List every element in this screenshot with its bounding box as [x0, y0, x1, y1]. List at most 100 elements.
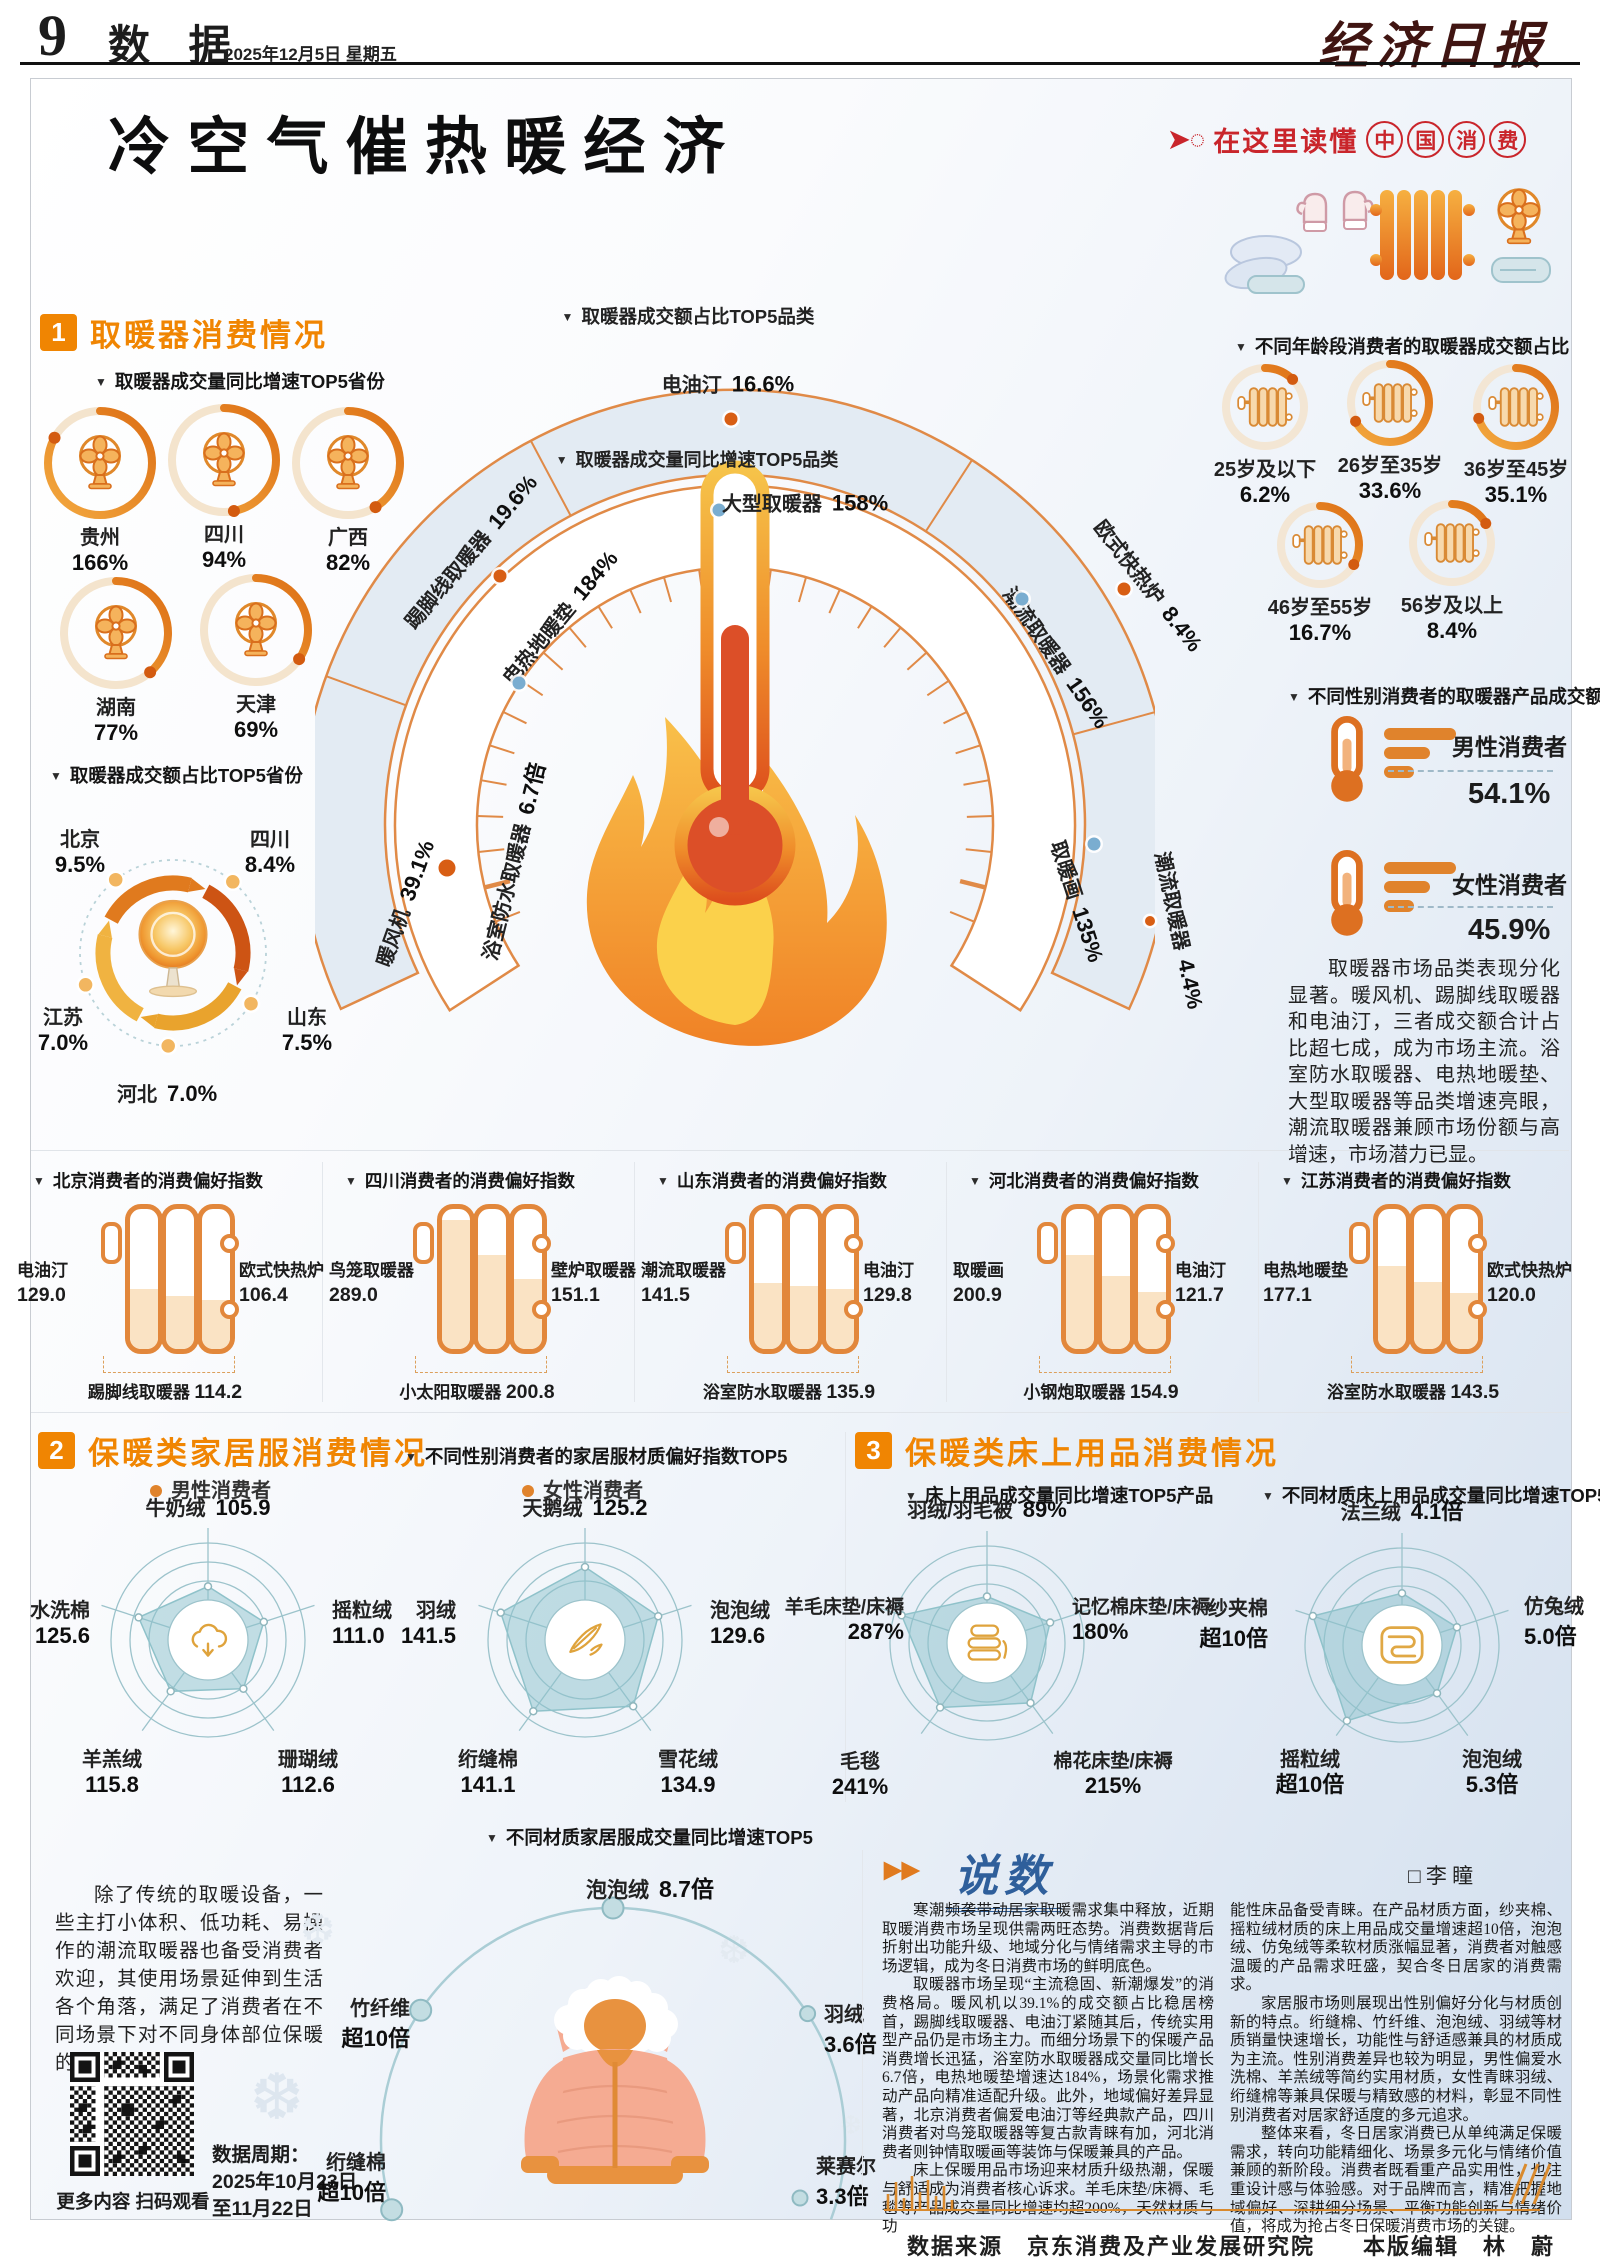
male-dash-line — [1388, 770, 1553, 772]
section1-title: 取暖器消费情况 — [90, 318, 328, 353]
slash-doodle — [1508, 2163, 1552, 2205]
age-item: 56岁及以上 8.4% — [1386, 497, 1518, 645]
province-growth-item: 湖南 77% — [58, 575, 174, 747]
qr-caption: 更多内容 扫码观看 — [56, 2191, 210, 2212]
radar-label: 绗缝棉 141.1 — [458, 1749, 518, 1798]
triangle-icon: ▼ — [561, 310, 574, 324]
radar-label: 纱夹棉 超10倍 — [1199, 1598, 1268, 1651]
thermometer-icon — [1322, 716, 1372, 804]
progress-ring — [1473, 364, 1559, 450]
main-title: 冷 空 气 催 热 暖 经 济 — [108, 113, 725, 182]
orange-dot — [724, 412, 738, 426]
triangle-icon: ▼ — [1281, 1174, 1293, 1188]
shuoshu-col1: 寒潮频袭带动居家取暖需求集中释放，近期取暖消费市场呈现供需两旺态势。消费数据背后… — [882, 1902, 1214, 2236]
arrow-swirl-icon: ➤◌ — [1168, 124, 1206, 154]
section3-number: 3 — [855, 1432, 892, 1469]
gauge-outer-band — [315, 388, 1155, 1011]
triangle-icon: ▼ — [33, 1174, 45, 1188]
fan-icon — [79, 435, 121, 490]
radar-label: 毛毯 241% — [831, 1751, 889, 1800]
section3-header: 3 保暖类床上用品消费情况 — [855, 1428, 1279, 1473]
share-province: 江苏 7.0% — [37, 1007, 89, 1056]
slogan-char: 国 — [1407, 121, 1445, 158]
gauge-inner-item: 大型取暖器 158% — [721, 490, 889, 516]
divider — [31, 1150, 1569, 1151]
radar-label: 摇粒绒 超10倍 — [1275, 1749, 1345, 1798]
divider — [322, 1162, 323, 1402]
divider — [31, 1412, 1569, 1413]
dashed-bracket — [1039, 1356, 1171, 1373]
age-item: 46岁至55岁 16.7% — [1254, 499, 1386, 647]
province-dots — [76, 870, 261, 1056]
radar-label: 羊毛床垫/床褥 287% — [784, 1597, 904, 1644]
bar-doodle — [886, 2176, 954, 2210]
thermometer-icon — [1322, 850, 1372, 938]
section2-header: 2 保暖类家居服消费情况 — [38, 1428, 428, 1473]
share-province: 四川 8.4% — [244, 829, 296, 878]
shuoshu-underline — [884, 2209, 1540, 2211]
materials-label: ▼ 不同材质床上用品成交量同比增速TOP5 — [1262, 1485, 1600, 1506]
warm-items-illustration — [1224, 188, 1551, 294]
radiator-icon — [1237, 387, 1293, 427]
orange-dot — [1145, 916, 1155, 926]
progress-ring — [292, 407, 404, 519]
blue-dot — [1015, 592, 1029, 606]
radiator-icon — [1488, 387, 1544, 427]
radar-label: 摇粒绒 111.0 — [332, 1600, 392, 1648]
preference-chart-hebei: ▼ 河北消费者的消费偏好指数 取暖画 200.9 电油汀 121.7 小钢炮取暖器 1… — [953, 1171, 1226, 1403]
gauge-inner-label: ▼ 取暖器成交量同比增速TOP5品类 — [555, 450, 839, 470]
province-growth-item: 四川 94% — [166, 402, 282, 574]
radar-label: 羊羔绒 115.8 — [82, 1749, 142, 1798]
glow-heater-icon — [138, 899, 208, 998]
radar-label: 仿兔绒 5.0倍 — [1524, 1596, 1584, 1649]
shuoshu-arrows-icon: ▶▶ — [884, 1856, 920, 1882]
slogan-char: 费 — [1489, 121, 1527, 158]
growth-point: 绗缝棉 超10倍 — [317, 2152, 386, 2205]
orange-dot — [493, 569, 507, 583]
radar-label: 珊瑚绒 112.6 — [278, 1749, 338, 1798]
radiator-icon — [1424, 523, 1480, 563]
dashed-bracket — [103, 1356, 235, 1373]
fan-icon — [203, 432, 245, 487]
blue-dot — [712, 503, 726, 517]
products-label: ▼ 床上用品成交量同比增速TOP5产品 — [905, 1485, 1214, 1506]
radar-bed-products — [880, 1531, 1094, 1741]
radiator-chart — [1349, 1204, 1487, 1354]
divider — [862, 1850, 863, 2210]
shuoshu-author: □ 李 瞳 — [1408, 1864, 1474, 1888]
progress-ring — [1277, 502, 1363, 588]
radar-bed-materials — [1295, 1533, 1509, 1743]
orange-dot — [438, 859, 456, 877]
province-growth-item: 贵州 166% — [42, 405, 158, 577]
dashed-bracket — [415, 1356, 547, 1373]
section2-sublabel: ▼ 不同性别消费者的家居服材质偏好指数TOP5 — [405, 1446, 788, 1467]
qr-code — [70, 2052, 194, 2176]
female-name: 女性消费者 — [1452, 872, 1567, 898]
growth-point: 泡泡绒 8.7倍 — [586, 1876, 714, 1902]
gauge-inner-band — [393, 484, 1077, 1013]
section3-title: 保暖类床上用品消费情况 — [905, 1436, 1279, 1471]
radar-male — [101, 1528, 315, 1738]
progress-ring — [1347, 360, 1433, 446]
growth-provinces-label: ▼ 取暖器成交量同比增速TOP5省份 — [95, 371, 385, 392]
progress-ring — [1222, 364, 1308, 450]
blue-dot — [512, 676, 526, 690]
homewear-growth-arc — [379, 1896, 847, 2222]
growth-point: 羽绒 3.6倍 — [824, 2004, 877, 2057]
radar-label: 棉花床垫/床褥 215% — [1053, 1751, 1173, 1799]
radar-label: 天鹅绒 125.2 — [522, 1495, 648, 1520]
slogan-text: 在这里读懂 — [1213, 127, 1359, 157]
radiator-chart — [725, 1204, 863, 1354]
province-growth-item: 天津 69% — [198, 572, 314, 744]
growth-point: 竹纤维 超10倍 — [341, 1998, 410, 2051]
male-legend: 男性消费者 — [150, 1474, 271, 1503]
radiator-chart — [1037, 1204, 1175, 1354]
aside-note: 除了传统的取暖设备，一些主打小体积、低功耗、易操作的潮流取暖器也备受消费者欢迎，… — [55, 1885, 323, 2074]
radiator-icon — [1292, 525, 1348, 565]
footer-credit: 数据来源 京东消费及产业发展研究院 本版编辑 林 蔚 — [906, 2234, 1555, 2259]
slogan: ➤◌ 在这里读懂 中 国 消 费 — [1168, 120, 1528, 159]
triangle-icon: ▼ — [1235, 340, 1247, 354]
radar-label: 羽绒/羽毛被 89% — [907, 1497, 1067, 1522]
section1-note: 取暖器市场品类表现分化显著。暖风机、踢脚线取暖器和电油汀，三者成交额合计占比超七… — [1288, 958, 1560, 1166]
progress-ring — [168, 404, 280, 518]
